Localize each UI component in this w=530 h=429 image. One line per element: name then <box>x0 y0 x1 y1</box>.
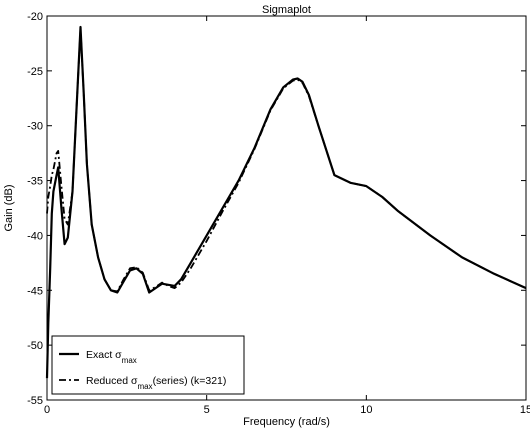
chart-title: Sigmaplot <box>262 4 311 16</box>
legend-label-main: Reduced σ <box>86 375 138 387</box>
y-axis-label: Gain (dB) <box>3 184 15 231</box>
series-layer <box>45 25 527 379</box>
legend-label-subscript: max <box>137 382 152 391</box>
legend-label-main: Exact σ <box>86 349 122 361</box>
legend-label-subscript: max <box>122 356 137 365</box>
y-tick-label: -50 <box>27 340 43 352</box>
legend-label-suffix: (series) (k=321) <box>153 375 227 387</box>
y-tick-label: -40 <box>27 230 43 242</box>
y-tick-label: -30 <box>27 121 43 133</box>
legend-label: Reduced σmax(series) (k=321) <box>86 375 226 391</box>
axis-ticks: 0 5 10 15 -55 -50 -45 -40 -35 -30 -25 -20 <box>27 11 530 416</box>
x-axis-label: Frequency (rad/s) <box>243 416 330 428</box>
x-tick-label: 10 <box>360 404 372 416</box>
y-tick-label: -55 <box>27 395 43 407</box>
y-tick-label: -25 <box>27 66 43 78</box>
x-tick-label: 0 <box>44 404 50 416</box>
y-tick-label: -45 <box>27 285 43 297</box>
x-tick-label: 15 <box>520 404 530 416</box>
legend-box <box>51 335 245 395</box>
y-tick-label: -20 <box>27 11 43 23</box>
legend-label: Exact σmax <box>86 349 137 365</box>
series-line-reduced <box>46 28 527 293</box>
y-tick-label: -35 <box>27 176 43 188</box>
x-tick-label: 5 <box>204 404 210 416</box>
series-line-exact <box>45 25 527 379</box>
